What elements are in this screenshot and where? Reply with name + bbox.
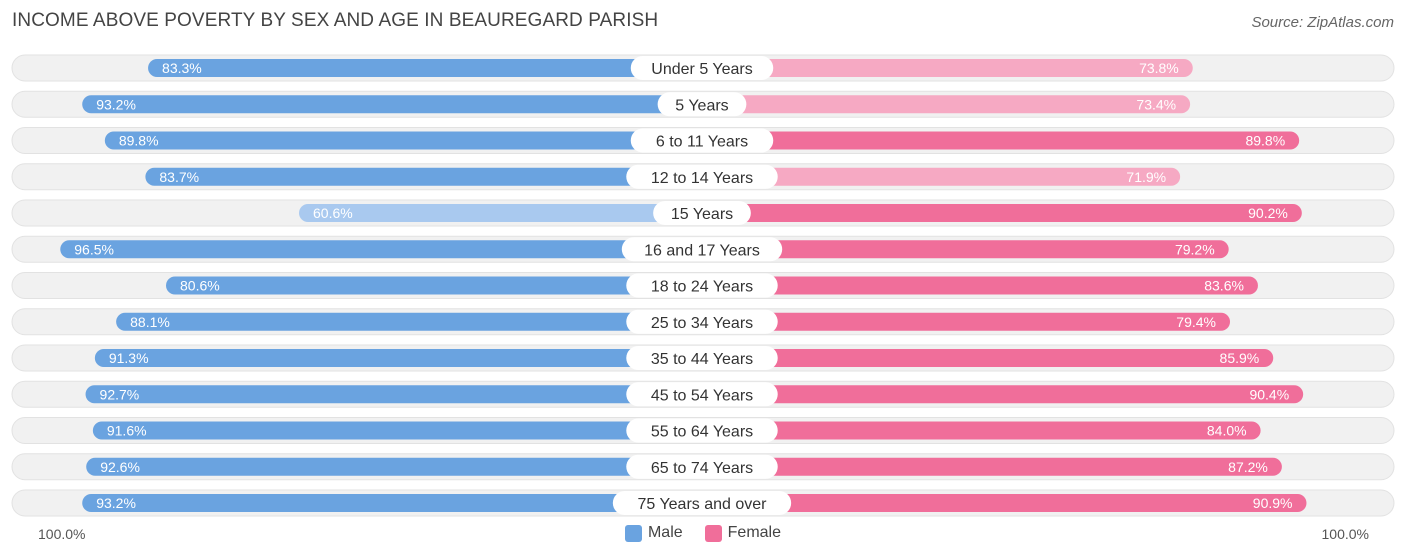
female-value-label: 84.0% (1207, 423, 1247, 439)
category-label-pill (626, 346, 778, 370)
female-value-label: 71.9% (1126, 169, 1166, 185)
male-bar (148, 59, 702, 77)
female-bar (702, 494, 1307, 512)
category-label: 16 and 17 Years (644, 242, 760, 259)
female-value-label: 83.6% (1204, 278, 1244, 294)
male-bar (82, 95, 703, 114)
male-bar (104, 131, 702, 150)
male-bar (299, 204, 702, 222)
female-bar (702, 240, 1229, 259)
male-value-label: 91.3% (109, 350, 149, 366)
male-bar (82, 494, 703, 512)
category-label: 35 to 44 Years (651, 351, 753, 368)
male-bar (166, 276, 702, 295)
female-bar (702, 204, 1302, 222)
male-value-label: 88.1% (130, 314, 170, 330)
male-bar (94, 349, 703, 367)
legend-swatch-female (704, 524, 722, 542)
category-label: 6 to 11 Years (656, 134, 748, 151)
male-bar (145, 167, 702, 186)
category-label: 75 Years and over (638, 496, 768, 513)
category-label-pill (626, 454, 778, 479)
legend: Male Female (0, 524, 1406, 542)
category-label-pill (653, 201, 751, 225)
male-value-label: 89.8% (119, 133, 159, 149)
legend-label-male: Male (647, 524, 683, 541)
category-label-pill (630, 56, 774, 80)
female-bar (702, 167, 1181, 186)
male-bar (85, 385, 703, 404)
source-label: Source: ZipAtlas.com (1251, 14, 1394, 31)
male-bar (116, 312, 702, 331)
category-label-pill (626, 273, 778, 298)
male-value-label: 91.6% (107, 423, 147, 439)
category-label: 45 to 54 Years (651, 387, 753, 404)
category-label-pill (626, 309, 778, 334)
chart-title: INCOME ABOVE POVERTY BY SEX AND AGE IN B… (12, 10, 659, 31)
category-label-pill (630, 128, 774, 153)
category-label: 65 to 74 Years (651, 460, 753, 477)
female-value-label: 73.8% (1139, 60, 1179, 76)
category-label-pill (626, 382, 778, 407)
axis-right-label: 100.0% (1321, 526, 1369, 542)
male-bar (60, 240, 702, 259)
male-value-label: 83.3% (162, 60, 202, 76)
female-value-label: 73.4% (1136, 96, 1176, 112)
female-value-label: 90.2% (1248, 205, 1288, 221)
legend-label-female: Female (727, 524, 782, 541)
category-label: 5 Years (675, 97, 728, 114)
female-value-label: 89.8% (1245, 133, 1285, 149)
category-label: 12 to 14 Years (651, 170, 753, 187)
female-value-label: 90.4% (1249, 386, 1289, 402)
category-label: 15 Years (671, 206, 733, 223)
female-value-label: 79.4% (1176, 314, 1216, 330)
male-value-label: 83.7% (159, 169, 199, 185)
axis-left-label: 100.0% (38, 526, 86, 542)
female-bar (702, 312, 1231, 331)
male-bar (92, 421, 703, 440)
female-value-label: 90.9% (1253, 495, 1293, 511)
category-label: Under 5 Years (651, 61, 752, 78)
female-bar (702, 59, 1193, 77)
male-value-label: 92.7% (100, 386, 140, 402)
female-bar (702, 349, 1274, 367)
category-label-pill (612, 491, 792, 515)
legend-swatch-male (624, 524, 642, 542)
category-label-pill (621, 237, 783, 262)
female-bar (702, 95, 1191, 114)
female-bar (702, 131, 1300, 150)
legend-item-male: Male (624, 524, 683, 542)
male-value-label: 80.6% (180, 278, 220, 294)
female-value-label: 87.2% (1228, 459, 1268, 475)
female-bar (702, 457, 1282, 476)
male-value-label: 92.6% (100, 459, 140, 475)
female-bar (702, 276, 1258, 295)
category-label: 18 to 24 Years (651, 279, 753, 296)
female-bar (702, 421, 1261, 440)
female-value-label: 85.9% (1220, 350, 1260, 366)
category-label: 25 to 34 Years (651, 315, 753, 332)
legend-item-female: Female (704, 524, 782, 542)
female-bar (702, 385, 1304, 404)
category-label-pill (657, 92, 747, 117)
category-label: 55 to 64 Years (651, 424, 753, 441)
male-bar (86, 457, 702, 476)
male-value-label: 93.2% (96, 495, 136, 511)
female-value-label: 79.2% (1175, 241, 1215, 257)
male-value-label: 93.2% (96, 96, 136, 112)
category-label-pill (626, 164, 778, 189)
male-value-label: 96.5% (74, 241, 114, 257)
male-value-label: 60.6% (313, 205, 353, 221)
diverging-bar-chart: 83.3% 73.8% Under 5 Years 93.2% 73.4% 5 Years… (11, 54, 1395, 517)
category-label-pill (626, 418, 778, 443)
